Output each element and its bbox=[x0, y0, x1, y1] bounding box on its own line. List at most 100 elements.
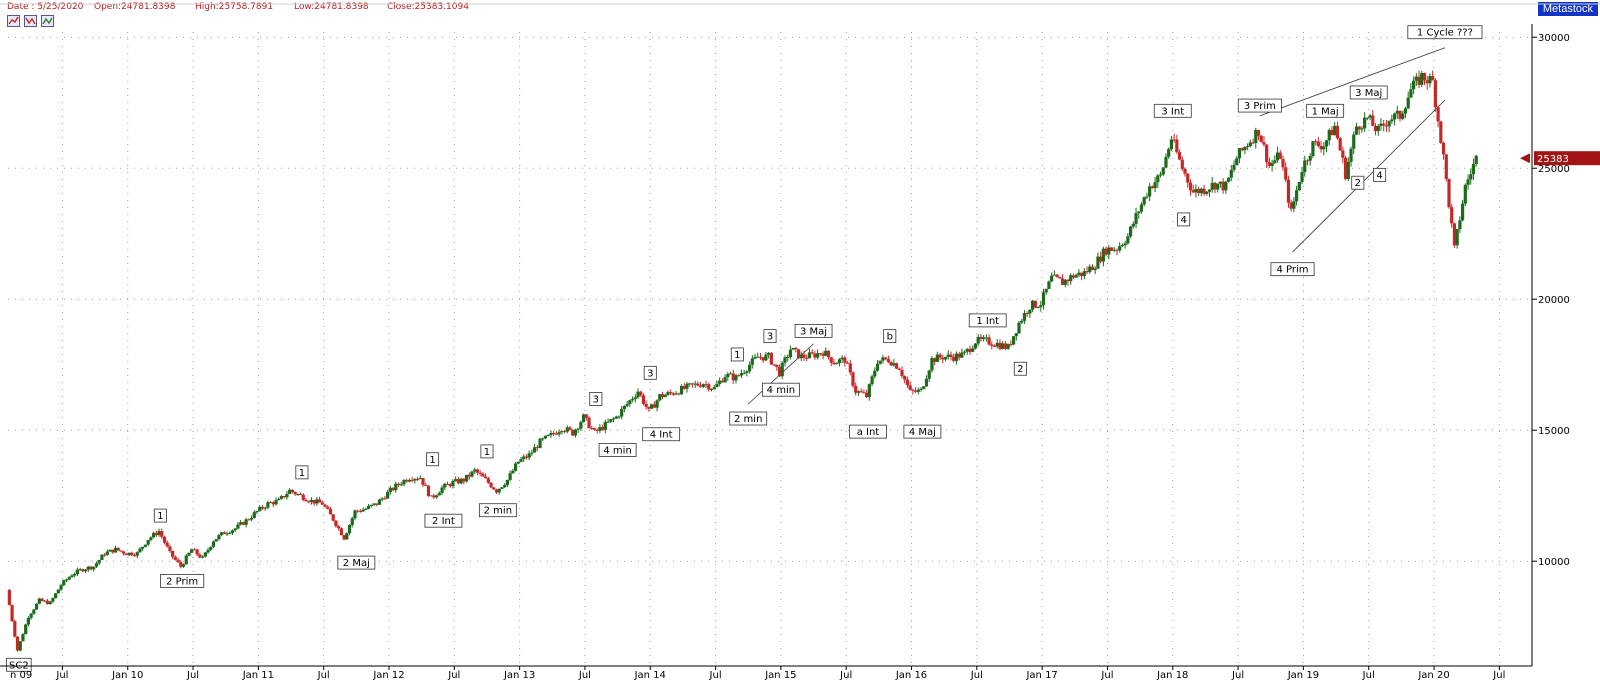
candle-down bbox=[1033, 300, 1037, 308]
chart-tool-icon[interactable] bbox=[24, 15, 37, 27]
wave-label: 3 Prim bbox=[1244, 101, 1276, 112]
candle-down bbox=[897, 368, 901, 370]
candle-up bbox=[783, 357, 787, 363]
candle-down bbox=[271, 502, 275, 505]
candle-up bbox=[1324, 140, 1329, 147]
candle-up bbox=[1020, 320, 1024, 323]
wave-label: 3 Int bbox=[1161, 106, 1184, 117]
wave-label-box bbox=[598, 443, 637, 457]
candle-up bbox=[508, 473, 512, 480]
candle-down bbox=[192, 549, 197, 551]
candle-down bbox=[851, 372, 855, 386]
candle-up bbox=[658, 394, 662, 401]
x-tick-label: Jan 10 bbox=[111, 670, 143, 681]
candle-down bbox=[1433, 80, 1437, 108]
wave-label-box bbox=[1237, 98, 1282, 113]
candle-down bbox=[304, 499, 308, 502]
candle-down bbox=[644, 403, 648, 407]
candle-down bbox=[1371, 115, 1375, 126]
candle-down bbox=[886, 359, 890, 363]
candle-up bbox=[1014, 333, 1018, 337]
candle-down bbox=[992, 345, 997, 347]
candle-down bbox=[328, 508, 333, 515]
candle-down bbox=[1436, 107, 1440, 122]
candle-down bbox=[475, 469, 480, 473]
candle-up bbox=[892, 363, 896, 366]
candle-up bbox=[543, 435, 548, 439]
candle-down bbox=[456, 479, 460, 484]
candle-up bbox=[622, 405, 627, 410]
wave-label: 1 bbox=[734, 350, 740, 361]
candle-down bbox=[1384, 125, 1389, 127]
candle-down bbox=[571, 429, 575, 436]
candle-up bbox=[1194, 188, 1198, 193]
candle-up bbox=[214, 539, 218, 542]
candle-up bbox=[530, 452, 534, 454]
candle-up bbox=[353, 510, 357, 519]
candle-up bbox=[1311, 141, 1315, 157]
candle-down bbox=[81, 569, 85, 572]
candle-up bbox=[1246, 146, 1250, 148]
candle-down bbox=[949, 354, 953, 358]
candle-down bbox=[334, 520, 338, 527]
candle-up bbox=[48, 601, 52, 605]
candle-up bbox=[92, 566, 96, 570]
candle-up bbox=[1368, 115, 1372, 118]
wave-label-box bbox=[1270, 262, 1315, 277]
candle-down bbox=[405, 480, 409, 482]
candle-up bbox=[614, 416, 618, 419]
candle-down bbox=[122, 551, 126, 554]
candle-up bbox=[184, 555, 188, 565]
candle-down bbox=[832, 362, 836, 365]
candle-up bbox=[636, 391, 640, 398]
candle-up bbox=[1237, 148, 1242, 159]
candle-up bbox=[679, 386, 684, 395]
wave-label-box bbox=[1373, 167, 1387, 182]
chart-tool-icon[interactable] bbox=[41, 15, 54, 27]
candle-down bbox=[1425, 80, 1429, 84]
candle-up bbox=[1420, 73, 1424, 85]
x-tick-label: Jul bbox=[1492, 670, 1505, 681]
candle-up bbox=[127, 552, 131, 556]
candle-up bbox=[470, 471, 474, 477]
candle-down bbox=[307, 501, 311, 503]
candle-up bbox=[1107, 247, 1111, 255]
candle-down bbox=[1197, 188, 1201, 194]
candle-up bbox=[1392, 113, 1397, 120]
candle-up bbox=[244, 519, 248, 525]
candle-down bbox=[462, 478, 466, 482]
y-tick-label: 30000 bbox=[1538, 33, 1570, 44]
candle-up bbox=[1349, 148, 1353, 162]
x-tick-label: Jul bbox=[55, 670, 68, 681]
candle-down bbox=[445, 483, 450, 485]
candle-down bbox=[908, 385, 912, 390]
candle-up bbox=[620, 409, 624, 417]
x-tick-label: Jul bbox=[970, 670, 983, 681]
candle-up bbox=[86, 566, 90, 570]
candle-up bbox=[693, 383, 697, 385]
candle-down bbox=[1305, 160, 1310, 162]
candle-up bbox=[982, 337, 986, 339]
candle-down bbox=[821, 353, 825, 356]
date-readout: Date : 5/25/2020 bbox=[7, 2, 84, 12]
chart-header: Date : 5/25/2020 Open:24781.8398 High:25… bbox=[0, 0, 1600, 32]
candle-up bbox=[1088, 266, 1092, 273]
wave-label: 4 Maj bbox=[909, 427, 936, 438]
open-readout: Open:24781.8398 bbox=[94, 2, 176, 12]
candle-down bbox=[1003, 343, 1008, 349]
candle-down bbox=[1422, 73, 1427, 81]
x-tick-label: Jan 20 bbox=[1417, 670, 1449, 681]
candle-down bbox=[111, 549, 115, 553]
candle-down bbox=[1373, 125, 1378, 132]
chart-tool-icon[interactable] bbox=[7, 15, 20, 27]
candle-down bbox=[535, 447, 539, 449]
candle-up bbox=[603, 421, 607, 430]
candle-down bbox=[1055, 274, 1059, 277]
candle-up bbox=[366, 505, 371, 509]
candle-up bbox=[505, 479, 509, 486]
candle-up bbox=[875, 363, 880, 371]
candle-down bbox=[699, 385, 703, 387]
candle-down bbox=[282, 496, 286, 498]
x-tick-label: Jul bbox=[1100, 670, 1113, 681]
candle-up bbox=[288, 489, 292, 495]
